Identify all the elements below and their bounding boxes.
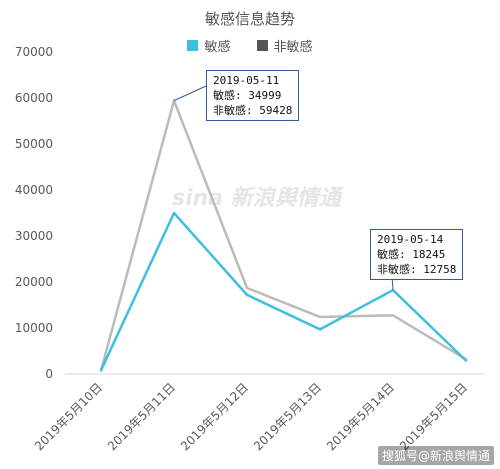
y-tick-label: 50000 <box>15 137 53 151</box>
legend-item-nonsensitive[interactable]: 非敏感 <box>256 36 313 55</box>
data-point-nonsensitive <box>245 286 249 290</box>
y-tick-label: 20000 <box>15 275 53 289</box>
callout-leader-line <box>173 85 207 102</box>
chart-title: 敏感信息趋势 <box>204 10 295 28</box>
x-tick-label: 2019年5月11日 <box>105 380 178 453</box>
legend-label-nonsensitive: 非敏感 <box>273 40 313 55</box>
y-tick-label: 40000 <box>15 183 53 197</box>
data-point-nonsensitive <box>391 314 395 317</box>
y-tick-label: 30000 <box>15 229 53 243</box>
callout-nonsensitive: 非敏感: 59428 <box>213 104 293 117</box>
watermark-sina-logo: sina 新浪舆情通 <box>172 186 341 211</box>
y-tick-label: 0 <box>45 367 53 381</box>
callout-sensitive: 敏感: 18245 <box>377 248 446 261</box>
x-tick-label: 2019年5月14日 <box>324 380 397 453</box>
data-point-sensitive <box>172 211 176 215</box>
x-tick-label: 2019年5月10日 <box>32 380 105 453</box>
data-point-sensitive <box>464 359 468 362</box>
series-line-nonsensitive <box>99 99 467 371</box>
callout-date: 2019-05-11 <box>213 74 280 87</box>
data-point-nonsensitive <box>318 315 322 319</box>
x-tick-label: 2019年5月12日 <box>178 380 251 453</box>
legend-item-sensitive[interactable]: 敏感 <box>187 36 231 55</box>
y-tick-label: 70000 <box>15 45 53 59</box>
x-tick-label: 2019年5月15日 <box>397 380 470 453</box>
callout-date: 2019-05-14 <box>377 233 444 246</box>
callout-sensitive: 敏感: 34999 <box>213 89 282 102</box>
y-tick-label: 60000 <box>15 91 53 105</box>
watermark-sohu: 搜狐号@新浪舆情通 <box>377 446 494 465</box>
callout-2019-05-11: 2019-05-11 敏感: 34999 非敏感: 59428 <box>206 70 300 121</box>
legend-swatch-nonsensitive <box>256 40 268 51</box>
data-point-sensitive <box>318 328 322 331</box>
legend-label-sensitive: 敏感 <box>204 40 231 55</box>
callout-nonsensitive: 非敏感: 12758 <box>377 263 457 276</box>
x-tick-label: 2019年5月13日 <box>251 380 324 453</box>
data-point-sensitive <box>99 369 103 372</box>
y-tick-label: 10000 <box>15 321 53 335</box>
data-point-sensitive <box>245 293 249 297</box>
series-line-sensitive <box>99 211 467 371</box>
legend-swatch-sensitive <box>187 40 199 51</box>
callout-2019-05-14: 2019-05-14 敏感: 18245 非敏感: 12758 <box>370 229 464 280</box>
legend: 敏感 非敏感 <box>0 36 500 55</box>
